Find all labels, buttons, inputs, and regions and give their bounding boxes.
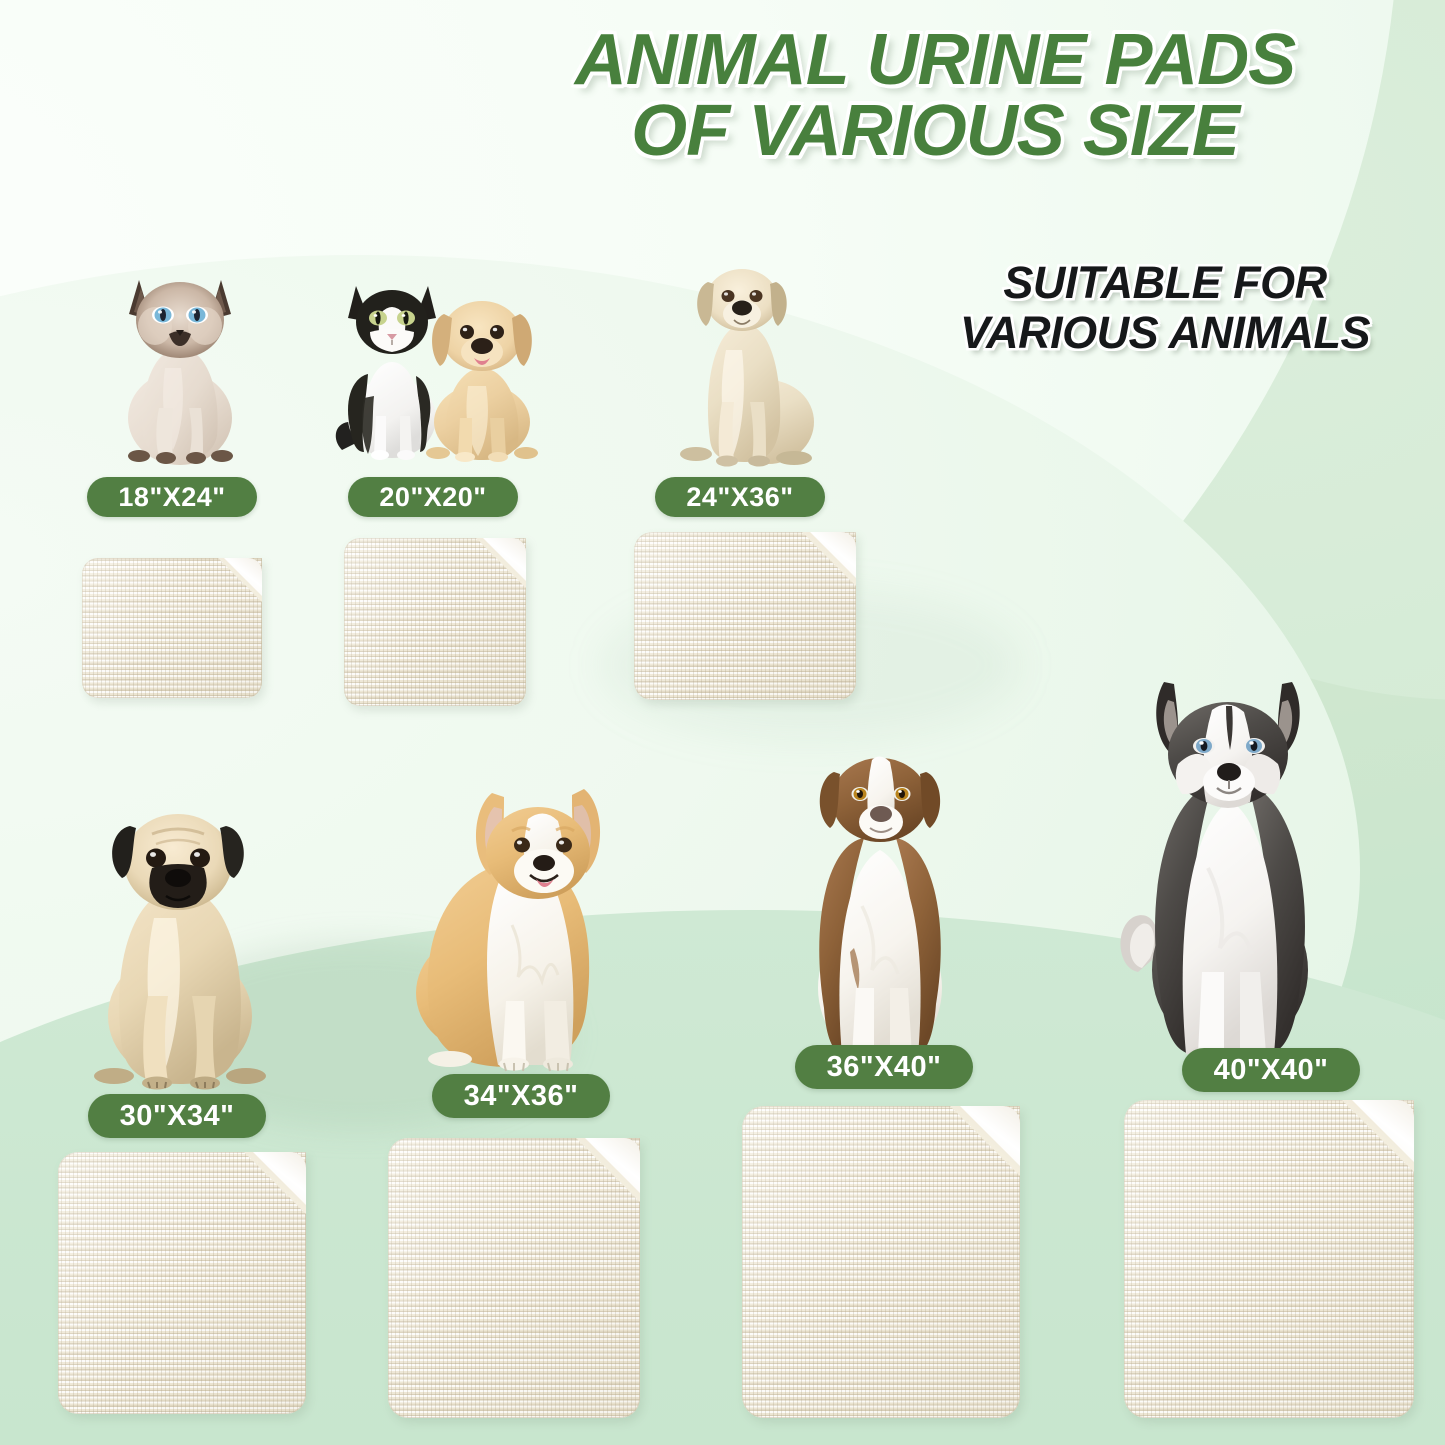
pad-20x20[interactable] xyxy=(344,538,526,706)
badge-size-24x36[interactable]: 24"X36" xyxy=(655,477,825,517)
animal-siberian-husky xyxy=(1108,672,1348,1068)
animal-pug xyxy=(80,800,280,1090)
pad-surface xyxy=(344,538,526,706)
pad-surface xyxy=(634,532,856,700)
badge-size-40x40[interactable]: 40"X40" xyxy=(1182,1048,1360,1092)
pad-30x34[interactable] xyxy=(58,1152,306,1414)
pad-18x24[interactable] xyxy=(82,558,262,698)
page-subtitle-line-2: VARIOUS ANIMALS xyxy=(959,306,1371,358)
badge-size-30x34[interactable]: 30"X34" xyxy=(88,1094,266,1138)
page-subtitle-line-1: SUITABLE FOR xyxy=(1003,257,1327,308)
animal-tuxedo-cat xyxy=(330,278,455,460)
animal-yellow-labrador xyxy=(670,262,820,470)
pad-24x36[interactable] xyxy=(634,532,856,700)
page-title-line-2: OF VARIOUS SIZE xyxy=(631,91,1240,172)
badge-size-18x24[interactable]: 18"X24" xyxy=(87,477,257,517)
pad-36x40[interactable] xyxy=(742,1106,1020,1418)
pad-surface xyxy=(1124,1100,1414,1418)
badge-size-36x40[interactable]: 36"X40" xyxy=(795,1045,973,1089)
pad-34x36[interactable] xyxy=(388,1138,640,1418)
animal-labrador-puppy xyxy=(416,290,548,462)
page-title-line-1: ANIMAL URINE PADS xyxy=(574,20,1296,100)
animal-siamese-cat xyxy=(103,268,258,468)
pad-surface xyxy=(82,558,262,698)
badge-size-20x20[interactable]: 20"X20" xyxy=(348,477,518,517)
animal-australian-shepherd xyxy=(780,738,980,1068)
pad-40x40[interactable] xyxy=(1124,1100,1414,1418)
pad-surface xyxy=(388,1138,640,1418)
animal-corgi xyxy=(408,775,628,1075)
pad-surface xyxy=(58,1152,306,1414)
pad-surface xyxy=(742,1106,1020,1418)
page-subtitle: SUITABLE FOR VARIOUS ANIMALS xyxy=(905,258,1425,357)
page-title: ANIMAL URINE PADS OF VARIOUS SIZE xyxy=(455,24,1415,172)
badge-size-34x36[interactable]: 34"X36" xyxy=(432,1074,610,1118)
